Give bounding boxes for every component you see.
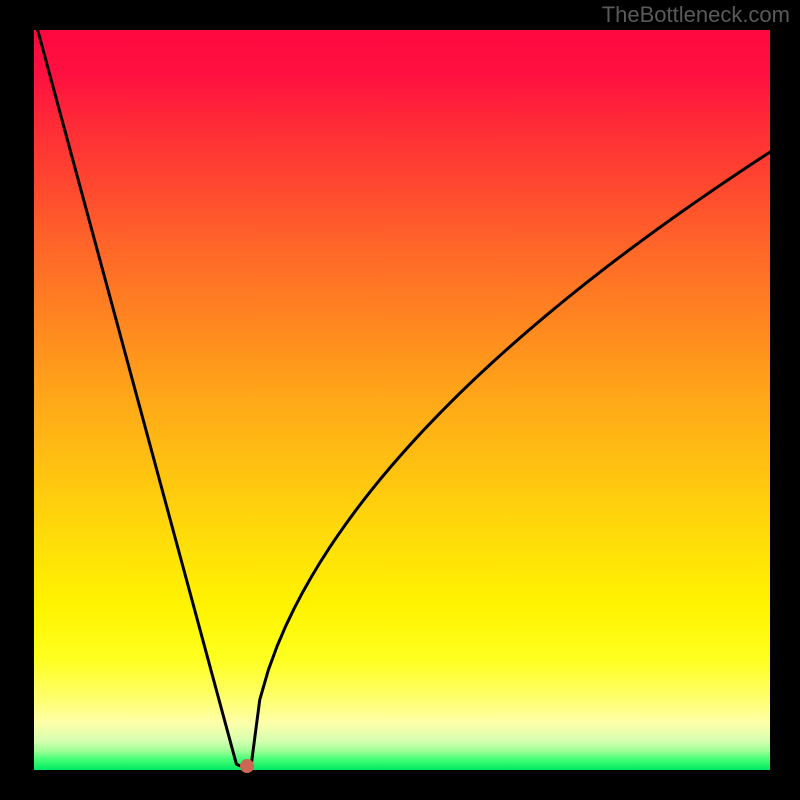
watermark-text: TheBottleneck.com (602, 2, 790, 28)
chart-container: TheBottleneck.com (0, 0, 800, 800)
bottleneck-curve (38, 30, 770, 767)
trough-marker (240, 759, 254, 773)
curve-svg (34, 30, 770, 770)
plot-area (34, 30, 770, 770)
